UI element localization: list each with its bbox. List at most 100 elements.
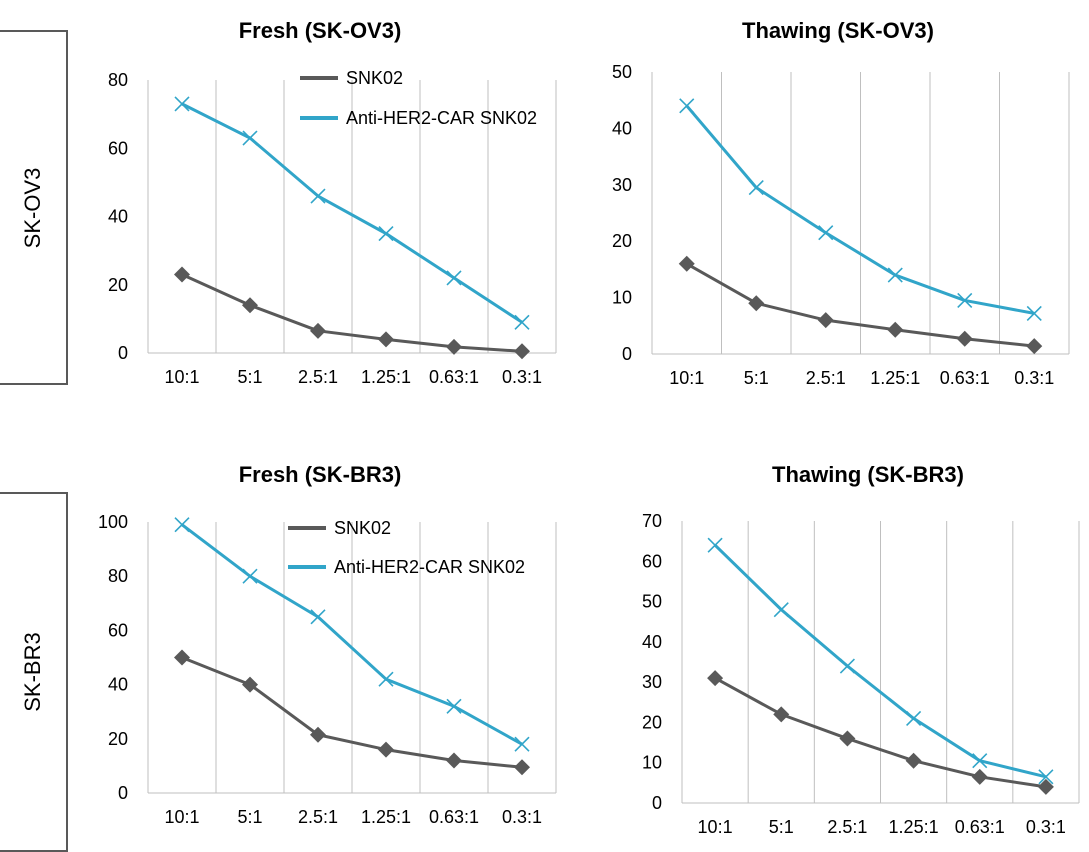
data-point-snk02 [174, 266, 190, 283]
series-line-snk02 [686, 262, 1035, 348]
y-tick-label: 30 [612, 175, 632, 195]
data-point-anti-her2-car-snk02 [748, 180, 764, 196]
y-tick-label: 80 [108, 566, 128, 586]
data-point-anti-her2-car-snk02 [679, 98, 695, 114]
data-point-anti-her2-car-snk02 [818, 225, 834, 241]
y-tick-label: 10 [612, 288, 632, 308]
chart-svg: Thawing (SK-BR3) 0 10 20 30 40 50 60 70 10:1 5:1 2.… [642, 462, 1080, 837]
x-tick-label: 2.5:1 [806, 368, 846, 388]
data-point-anti-her2-car-snk02 [446, 698, 462, 714]
data-point-anti-her2-car-snk02 [378, 225, 394, 242]
data-point-snk02 [1037, 778, 1054, 795]
data-point-anti-her2-car-snk02 [446, 270, 462, 286]
x-tick-label: 0.3:1 [502, 807, 542, 827]
y-tick-label: 50 [612, 62, 632, 82]
series-line-anti-her2-car-snk02 [181, 523, 523, 746]
y-tick-label: 10 [642, 753, 662, 773]
data-point-snk02 [242, 676, 258, 693]
x-tick-label: 10:1 [669, 368, 704, 388]
legend-label: SNK02 [334, 518, 391, 538]
x-tick-label: 5:1 [237, 807, 262, 827]
y-tick-label: 0 [118, 343, 128, 363]
y-tick-label: 50 [642, 592, 662, 612]
data-point-snk02 [817, 312, 834, 329]
chart-thawing-sk-br3: Thawing (SK-BR3) 0 10 20 30 40 50 60 70 10:1 5:1 2.… [560, 440, 1089, 852]
data-point-snk02 [242, 297, 258, 314]
data-point-snk02 [378, 741, 394, 758]
x-tick-label: 10:1 [164, 367, 199, 387]
y-tick-label: 60 [642, 551, 662, 571]
x-tick-label: 0.63:1 [940, 368, 990, 388]
y-tick-label: 60 [108, 620, 128, 640]
x-tick-label: 0.3:1 [1014, 368, 1054, 388]
chart-svg: Fresh (SK-BR3) 0 20 40 60 80 100 10:1 5:1 2.5:1 1.… [98, 462, 557, 827]
data-point-anti-her2-car-snk02 [773, 602, 789, 618]
row-label-box-sk-br3: SK-BR3 [0, 492, 68, 852]
data-point-snk02 [174, 649, 190, 666]
x-tick-label: 2.5:1 [298, 807, 338, 827]
x-tick-label: 2.5:1 [827, 817, 867, 837]
legend-label: Anti-HER2-CAR SNK02 [346, 108, 537, 128]
x-tick-label: 0.63:1 [429, 807, 479, 827]
data-point-snk02 [446, 752, 462, 769]
data-point-anti-her2-car-snk02 [174, 96, 190, 112]
chart-title: Thawing (SK-OV3) [742, 18, 934, 43]
data-point-anti-her2-car-snk02 [1026, 305, 1042, 321]
series-line-snk02 [714, 676, 1047, 789]
data-point-snk02 [514, 759, 530, 776]
x-tick-label: 1.25:1 [361, 367, 411, 387]
data-point-snk02 [887, 321, 904, 338]
data-point-snk02 [310, 726, 326, 743]
data-point-snk02 [310, 322, 326, 339]
data-point-snk02 [1026, 338, 1043, 355]
x-tick-label: 0.63:1 [429, 367, 479, 387]
y-tick-label: 40 [612, 118, 632, 138]
data-point-snk02 [678, 255, 695, 272]
y-tick-label: 40 [642, 632, 662, 652]
legend-label: Anti-HER2-CAR SNK02 [334, 557, 525, 577]
chart-thawing-sk-ov3: Thawing (SK-OV3) 0 10 20 30 40 50 10:1 5:1 2.5:1 1… [560, 0, 1089, 400]
data-point-anti-her2-car-snk02 [378, 671, 394, 687]
y-tick-label: 20 [642, 712, 662, 732]
y-tick-label: 30 [642, 672, 662, 692]
y-tick-label: 0 [118, 783, 128, 803]
chart-fresh-sk-ov3: Fresh (SK-OV3) 0 20 40 60 80 10:1 5:1 2.5:1 1.25:… [0, 0, 560, 400]
y-tick-label: 20 [108, 729, 128, 749]
series-line-snk02 [181, 273, 523, 353]
data-point-anti-her2-car-snk02 [972, 753, 988, 769]
x-tick-label: 10:1 [698, 817, 733, 837]
data-point-snk02 [839, 730, 856, 747]
legend: SNK02 Anti-HER2-CAR SNK02 [300, 68, 537, 128]
data-point-anti-her2-car-snk02 [310, 609, 326, 625]
data-point-snk02 [707, 670, 724, 687]
data-point-snk02 [514, 343, 530, 360]
data-point-snk02 [773, 706, 790, 723]
data-point-snk02 [748, 295, 765, 312]
series-line-anti-her2-car-snk02 [181, 102, 523, 324]
data-point-anti-her2-car-snk02 [514, 314, 530, 330]
data-point-anti-her2-car-snk02 [957, 292, 973, 308]
x-tick-label: 5:1 [769, 817, 794, 837]
row-label-box-sk-ov3: SK-OV3 [0, 30, 68, 385]
chart-title: Fresh (SK-OV3) [239, 18, 402, 43]
series-line-anti-her2-car-snk02 [714, 544, 1047, 779]
y-tick-label: 40 [108, 207, 128, 227]
y-tick-label: 80 [108, 70, 128, 90]
x-tick-label: 2.5:1 [298, 367, 338, 387]
data-point-anti-her2-car-snk02 [514, 736, 530, 752]
data-point-anti-her2-car-snk02 [906, 710, 922, 726]
data-point-snk02 [446, 338, 462, 355]
chart-svg: Fresh (SK-OV3) 0 20 40 60 80 10:1 5:1 2.5:1 1.25:… [108, 18, 557, 387]
legend: SNK02 Anti-HER2-CAR SNK02 [288, 518, 525, 577]
series-line-anti-her2-car-snk02 [685, 104, 1035, 315]
chart-title: Fresh (SK-BR3) [239, 462, 402, 487]
x-tick-label: 1.25:1 [361, 807, 411, 827]
y-tick-label: 70 [642, 511, 662, 531]
data-point-anti-her2-car-snk02 [242, 568, 258, 584]
x-tick-label: 10:1 [164, 807, 199, 827]
x-tick-label: 1.25:1 [870, 368, 920, 388]
data-point-snk02 [956, 330, 973, 347]
data-point-anti-her2-car-snk02 [310, 188, 326, 204]
x-tick-label: 5:1 [237, 367, 262, 387]
y-tick-label: 40 [108, 675, 128, 695]
